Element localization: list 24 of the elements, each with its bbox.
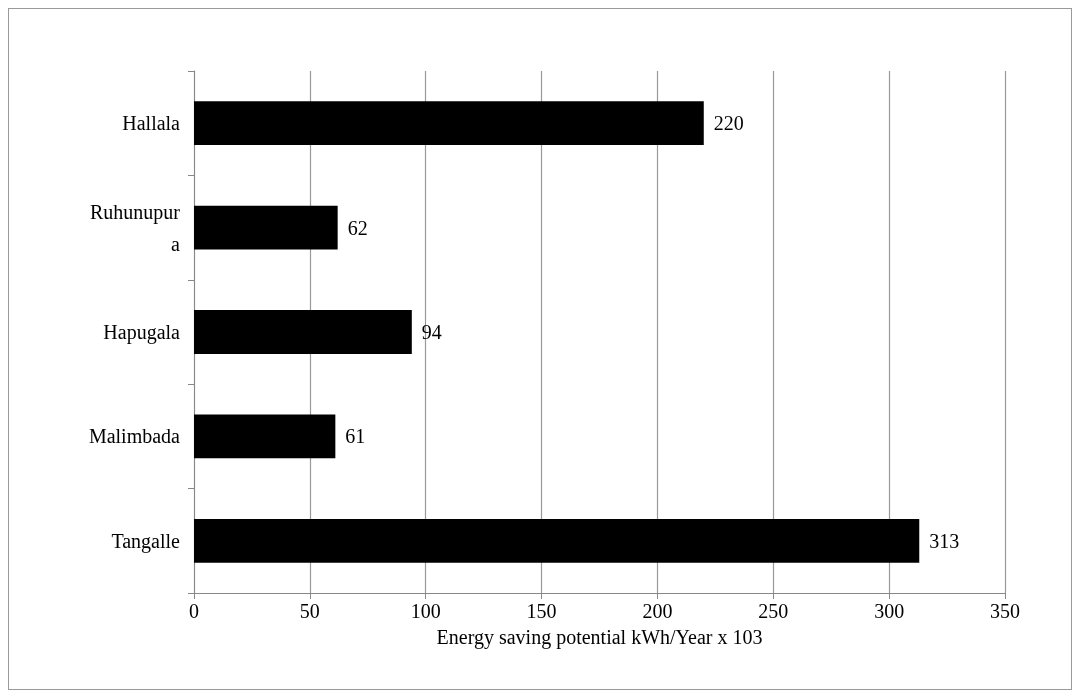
x-tick-label: 100 [410,600,441,622]
x-axis-title: Energy saving potential kWh/Year x 103 [436,626,763,649]
bar [194,518,920,563]
data-label: 62 [347,216,368,239]
x-tick-label: 350 [990,600,1020,622]
bar [194,205,338,250]
data-label: 220 [713,112,744,135]
y-tick-label: Ruhunupura [90,200,181,255]
data-label: 94 [421,321,442,343]
data-label: 61 [345,425,366,448]
x-tick-label: 50 [299,600,320,622]
bar [194,101,704,146]
x-tick-label: 150 [526,600,557,622]
y-tick-label: Hallala [122,112,181,135]
bar [194,414,336,459]
y-tick-label: Malimbada [88,425,181,448]
y-tick-label: Tangalle [111,529,181,553]
x-tick-label: 300 [874,600,905,622]
y-tick-label: Hapugala [103,321,181,344]
x-tick-label: 0 [189,600,199,622]
data-label: 313 [929,529,960,552]
x-tick-label: 250 [758,600,789,622]
x-tick-label: 200 [642,600,673,622]
bar [194,310,412,354]
